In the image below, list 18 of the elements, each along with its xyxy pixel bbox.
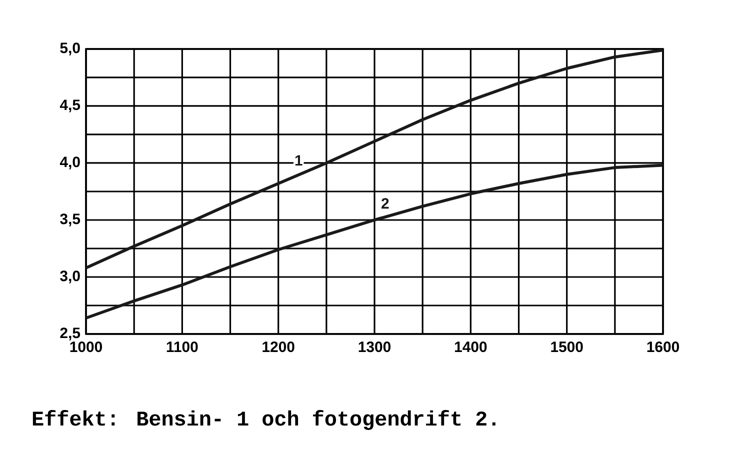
x-tick-label: 1600	[647, 342, 679, 352]
y-tick-label: 4,0	[60, 156, 80, 170]
series-label: 1	[295, 155, 302, 166]
y-tick-label: 3,0	[60, 270, 80, 284]
y-tick-label: 5,0	[60, 42, 80, 56]
y-tick-label: 2,5	[60, 328, 80, 340]
series-label: 2	[382, 198, 389, 209]
x-tick-label: 1200	[262, 342, 294, 352]
x-tick-label: 1100	[166, 342, 198, 352]
x-tick-label: 1400	[454, 342, 487, 352]
x-tick-label: 1500	[551, 342, 583, 352]
y-tick-label: 3,5	[60, 214, 80, 226]
x-tick-label: 1000	[70, 342, 102, 352]
line-series	[86, 164, 664, 320]
x-tick-label: 1300	[358, 342, 390, 352]
line-series	[86, 48, 664, 270]
text: Effekt: Bensin- 1 och fotogendrift 2.	[32, 410, 496, 430]
y-tick-label: 4,5	[60, 100, 80, 112]
